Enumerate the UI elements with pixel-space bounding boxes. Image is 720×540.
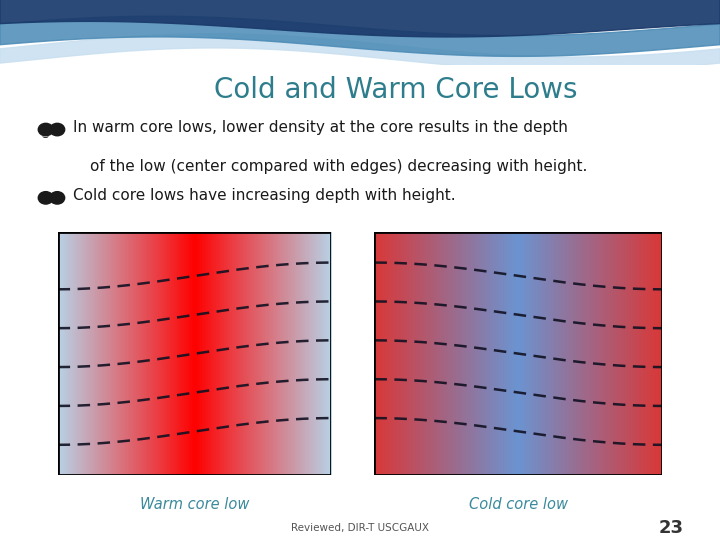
- Text: of the low (center compared with edges) decreasing with height.: of the low (center compared with edges) …: [90, 159, 587, 174]
- Text: Cold core lows have increasing depth with height.: Cold core lows have increasing depth wit…: [73, 188, 456, 203]
- Ellipse shape: [50, 192, 65, 204]
- Text: Cold and Warm Core Lows: Cold and Warm Core Lows: [215, 76, 577, 104]
- Text: Cold core low: Cold core low: [469, 497, 568, 512]
- Text: Warm core low: Warm core low: [140, 497, 249, 512]
- Polygon shape: [0, 0, 720, 37]
- Polygon shape: [0, 16, 720, 56]
- Ellipse shape: [50, 123, 65, 136]
- Polygon shape: [0, 33, 720, 71]
- Text: ∞: ∞: [35, 123, 53, 138]
- Ellipse shape: [38, 123, 53, 136]
- Text: In warm core lows, lower density at the core results in the depth: In warm core lows, lower density at the …: [73, 120, 567, 134]
- Text: Reviewed, DIR-T USCGAUX: Reviewed, DIR-T USCGAUX: [291, 523, 429, 533]
- Text: 23: 23: [659, 519, 684, 537]
- Ellipse shape: [38, 192, 53, 204]
